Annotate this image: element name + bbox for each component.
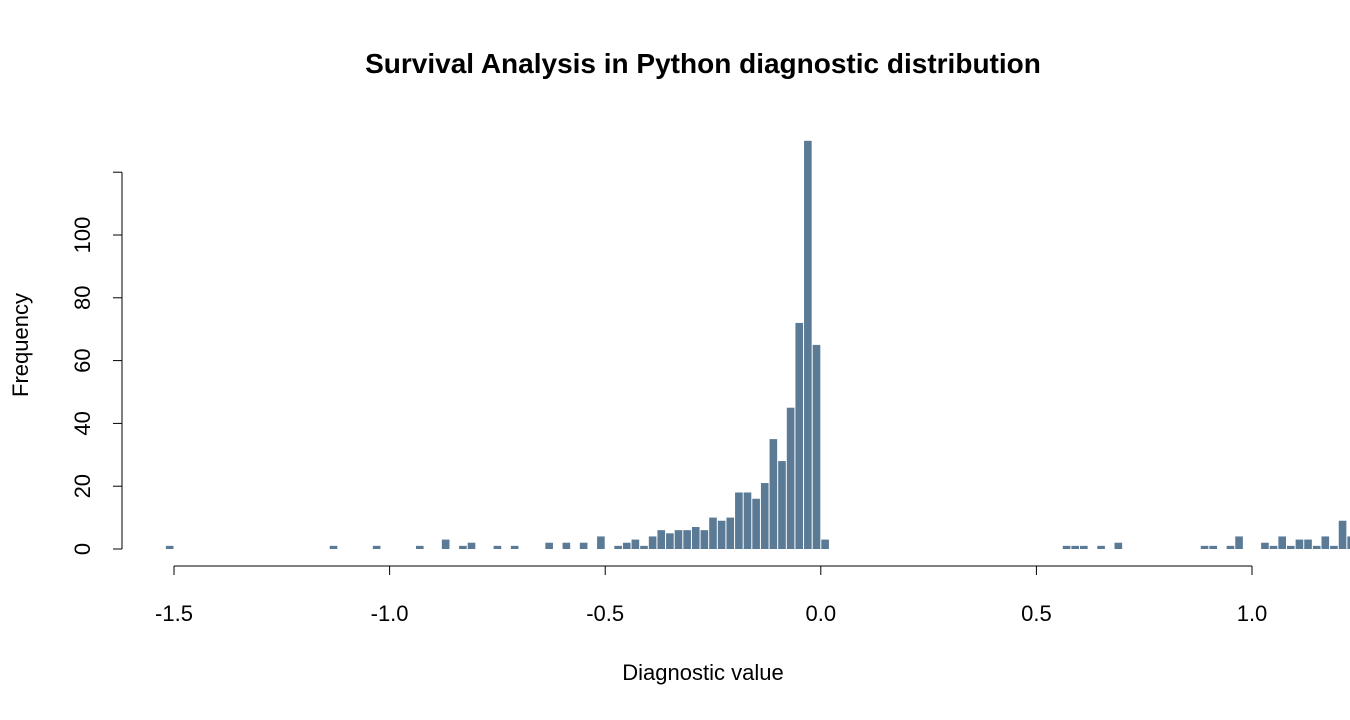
y-axis-label: Frequency xyxy=(8,293,33,397)
histogram-bar xyxy=(821,539,829,549)
x-tick-label: 0.5 xyxy=(1021,601,1052,626)
histogram-bar xyxy=(622,542,631,549)
histogram-bar xyxy=(648,536,657,549)
histogram-bar xyxy=(467,542,476,549)
histogram-bar xyxy=(743,492,752,549)
histogram-bar xyxy=(631,539,640,549)
histogram-bar xyxy=(545,542,553,549)
histogram-bar xyxy=(1062,545,1071,549)
y-tick-label: 60 xyxy=(70,348,95,372)
x-tick-label: -1.5 xyxy=(155,601,193,626)
histogram-bar xyxy=(459,545,467,549)
histogram-bar xyxy=(691,527,700,549)
histogram-bar xyxy=(674,530,683,549)
histogram-bar xyxy=(1330,545,1338,549)
histogram-bar xyxy=(717,520,726,549)
histogram-bar xyxy=(795,322,804,549)
histogram-bar xyxy=(1312,545,1321,549)
histogram-bar xyxy=(752,498,760,549)
bars-group xyxy=(165,140,1350,550)
x-tick-label: 1.0 xyxy=(1237,601,1268,626)
histogram-bar xyxy=(769,439,778,549)
y-tick-label: 100 xyxy=(70,217,95,254)
chart-title: Survival Analysis in Python diagnostic d… xyxy=(365,48,1041,79)
histogram-bar xyxy=(1200,545,1209,549)
histogram-bar xyxy=(726,517,735,549)
histogram-bar xyxy=(1235,536,1243,549)
histogram-bar xyxy=(1269,545,1278,549)
histogram-bar xyxy=(510,545,519,549)
histogram-bar xyxy=(597,536,605,549)
x-axis: -1.5 -1.0 -0.5 0.0 0.5 1.0 xyxy=(155,565,1268,626)
histogram-bar xyxy=(1226,545,1235,549)
histogram-bar xyxy=(812,344,821,549)
histogram-bar xyxy=(579,542,588,549)
y-tick-label: 20 xyxy=(70,474,95,498)
y-tick-label: 0 xyxy=(70,543,95,555)
histogram-bar xyxy=(709,517,717,549)
histogram-bar xyxy=(683,530,691,549)
histogram-bar xyxy=(493,545,502,549)
histogram-bar xyxy=(1261,542,1269,549)
x-tick-label: 0.0 xyxy=(806,601,837,626)
histogram-bar xyxy=(1097,545,1105,549)
histogram-bar xyxy=(640,545,648,549)
histogram-bar xyxy=(1080,545,1088,549)
histogram-bar xyxy=(372,545,381,549)
x-tick-label: -0.5 xyxy=(586,601,624,626)
histogram-bar xyxy=(1287,545,1295,549)
histogram-bar xyxy=(614,545,622,549)
histogram-bar xyxy=(1304,539,1312,549)
histogram-bar xyxy=(1209,545,1217,549)
histogram-bar xyxy=(562,542,571,549)
histogram-bar xyxy=(1338,520,1347,549)
histogram-bar xyxy=(760,483,769,549)
y-axis: 0 20 40 60 80 100 xyxy=(70,171,123,555)
histogram-bar xyxy=(786,407,795,549)
histogram-bar xyxy=(441,539,450,549)
x-axis-label: Diagnostic value xyxy=(622,660,783,685)
histogram-bar xyxy=(657,530,666,549)
histogram-bar xyxy=(165,545,174,549)
y-tick-label: 40 xyxy=(70,411,95,435)
histogram-bar xyxy=(1071,545,1080,549)
histogram-bar xyxy=(329,545,338,549)
histogram-bar xyxy=(415,545,424,549)
histogram-bar xyxy=(1278,536,1286,549)
histogram-bar xyxy=(778,461,786,549)
histogram-bar xyxy=(1321,536,1330,549)
histogram-bar xyxy=(1295,539,1304,549)
histogram-bar xyxy=(1114,542,1123,549)
histogram-bar xyxy=(666,533,674,549)
histogram-bar xyxy=(1347,536,1350,549)
histogram-bar xyxy=(700,530,709,549)
histogram-bar xyxy=(735,492,743,549)
x-tick-label: -1.0 xyxy=(371,601,409,626)
histogram-bar xyxy=(804,140,812,550)
y-tick-label: 80 xyxy=(70,286,95,310)
